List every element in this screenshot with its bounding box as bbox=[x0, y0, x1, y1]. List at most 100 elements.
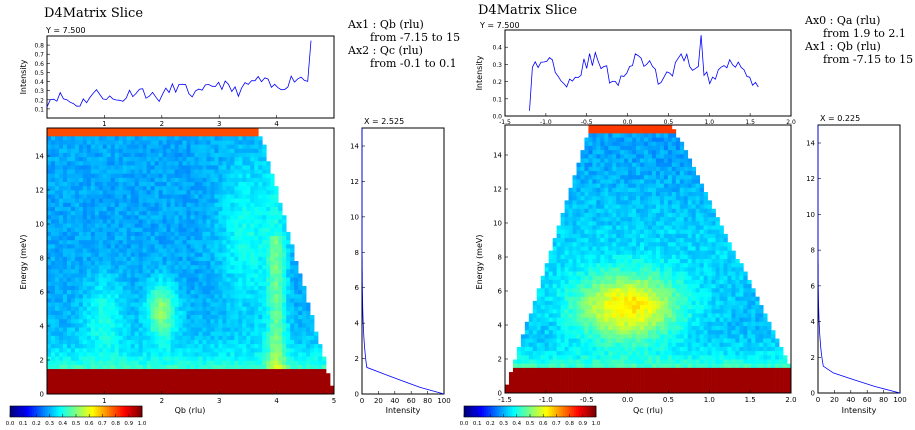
heatmap-cell bbox=[170, 269, 175, 274]
heatmap-cell bbox=[580, 187, 585, 193]
heatmap-cell bbox=[82, 369, 88, 374]
heatmap-cell bbox=[98, 194, 104, 200]
heatmap-cell bbox=[166, 277, 171, 283]
top-cut-plot[interactable]: 0.00.10.20.30.4 -1.5 -1.0 -0.5 0.0 0.5 1.0 1.5… bbox=[475, 29, 796, 126]
heatmap-cell bbox=[54, 256, 60, 262]
heatmap-cell bbox=[246, 360, 251, 366]
heatmap-cell bbox=[671, 217, 677, 222]
heatmap-cell bbox=[282, 294, 287, 299]
heatmap-cell bbox=[278, 256, 283, 262]
heatmap-cell bbox=[620, 137, 625, 143]
heatmap-cell bbox=[158, 352, 163, 357]
heatmap-cell bbox=[134, 323, 140, 328]
heatmap-cell bbox=[671, 192, 677, 197]
heatmap-cell bbox=[214, 385, 219, 391]
heatmap-cell bbox=[114, 331, 120, 337]
heatmap-cell bbox=[707, 217, 712, 222]
heatmap-cell bbox=[134, 277, 140, 283]
heatmap-cell bbox=[222, 389, 227, 395]
y-tick-label: 0.7 bbox=[34, 52, 44, 59]
heatmap-cell bbox=[134, 290, 140, 295]
heatmap-cell bbox=[178, 215, 183, 220]
heatmap-cell bbox=[74, 144, 80, 150]
heatmap-cell bbox=[126, 364, 132, 370]
heatmap-cell bbox=[94, 356, 100, 362]
heatmap-cell bbox=[294, 310, 299, 316]
heatmap-cell bbox=[134, 261, 140, 266]
heatmap-cell bbox=[178, 182, 183, 187]
heatmap-cell bbox=[612, 196, 617, 201]
heatmap-cell bbox=[166, 132, 171, 137]
heatmap-cell bbox=[298, 323, 303, 328]
heatmap-cell bbox=[170, 290, 175, 295]
heatmap-cell bbox=[178, 236, 183, 241]
colorbar-segment bbox=[67, 406, 70, 417]
heatmap-cell bbox=[110, 144, 116, 150]
heatmap-cell bbox=[278, 294, 283, 299]
heatmap-cell bbox=[142, 227, 148, 233]
heatmap-cell bbox=[210, 385, 215, 391]
heatmap-cell bbox=[624, 208, 629, 214]
heatmap-cell bbox=[202, 339, 207, 345]
heatmap-cell bbox=[98, 364, 104, 370]
heatmap-cell bbox=[50, 327, 56, 333]
heatmap-cell bbox=[170, 152, 175, 158]
heatmap-cell bbox=[78, 244, 84, 249]
heatmap-cell bbox=[226, 360, 231, 366]
heatmap-cell bbox=[178, 161, 183, 166]
heatmap-cell bbox=[294, 369, 299, 374]
heatmap-cell bbox=[266, 248, 271, 254]
heatmap-cell bbox=[234, 132, 239, 137]
heatmap-cell bbox=[150, 377, 155, 382]
heatmap-cell bbox=[214, 148, 219, 154]
heatmap-cell bbox=[162, 369, 167, 374]
heatmap-cell bbox=[242, 352, 247, 357]
heatmap-cell bbox=[146, 381, 151, 387]
heatmap-cell bbox=[628, 141, 633, 147]
heatmap-cell bbox=[290, 315, 295, 320]
heatmap-cell bbox=[218, 290, 223, 295]
heatmap-cell bbox=[620, 179, 625, 184]
heatmap-cell bbox=[126, 385, 132, 391]
slice-plots-svg[interactable]: 0.00.10.20.30.4 -1.5 -1.0 -0.5 0.0 0.5 1.0 1.5… bbox=[460, 0, 915, 430]
heatmap-cell bbox=[186, 190, 191, 195]
heatmap-cell bbox=[90, 252, 96, 258]
heatmap-cell bbox=[118, 331, 124, 337]
heatmap-cell bbox=[118, 256, 124, 262]
heatmap-cell bbox=[150, 248, 155, 254]
heatmap-cell bbox=[659, 145, 665, 151]
heatmap-cell bbox=[294, 385, 299, 391]
heatmap-cell bbox=[126, 173, 132, 179]
heatmap-cell bbox=[74, 215, 80, 220]
heatmap-cell bbox=[322, 356, 327, 362]
heatmap-cell bbox=[667, 204, 673, 210]
heatmap-cell bbox=[210, 261, 215, 266]
heatmap-cell bbox=[186, 157, 191, 162]
heatmap-cell bbox=[142, 335, 148, 341]
heatmap-cell bbox=[326, 373, 331, 378]
heatmap-cell bbox=[218, 319, 223, 324]
heatmap-cell bbox=[242, 373, 247, 378]
heatmap-cell bbox=[620, 208, 625, 214]
heatmap-cell bbox=[644, 141, 649, 147]
heatmap-cell bbox=[242, 389, 247, 395]
heatmap-cell bbox=[254, 236, 259, 241]
heatmap-cell bbox=[218, 323, 223, 328]
heatmap-cell bbox=[58, 219, 64, 224]
heatmap-cell bbox=[130, 356, 136, 362]
heatmap-cell bbox=[624, 196, 629, 201]
heatmap-cell bbox=[130, 177, 136, 183]
heatmap-cell bbox=[62, 236, 68, 241]
heatmap-cell bbox=[254, 344, 259, 349]
heatmap-cell bbox=[182, 344, 187, 349]
heatmap-cell bbox=[162, 310, 167, 316]
heatmap-cell bbox=[616, 158, 621, 164]
heatmap-cell bbox=[306, 364, 311, 370]
heatmap-cell bbox=[238, 219, 243, 224]
heatmap-cell bbox=[134, 281, 140, 287]
